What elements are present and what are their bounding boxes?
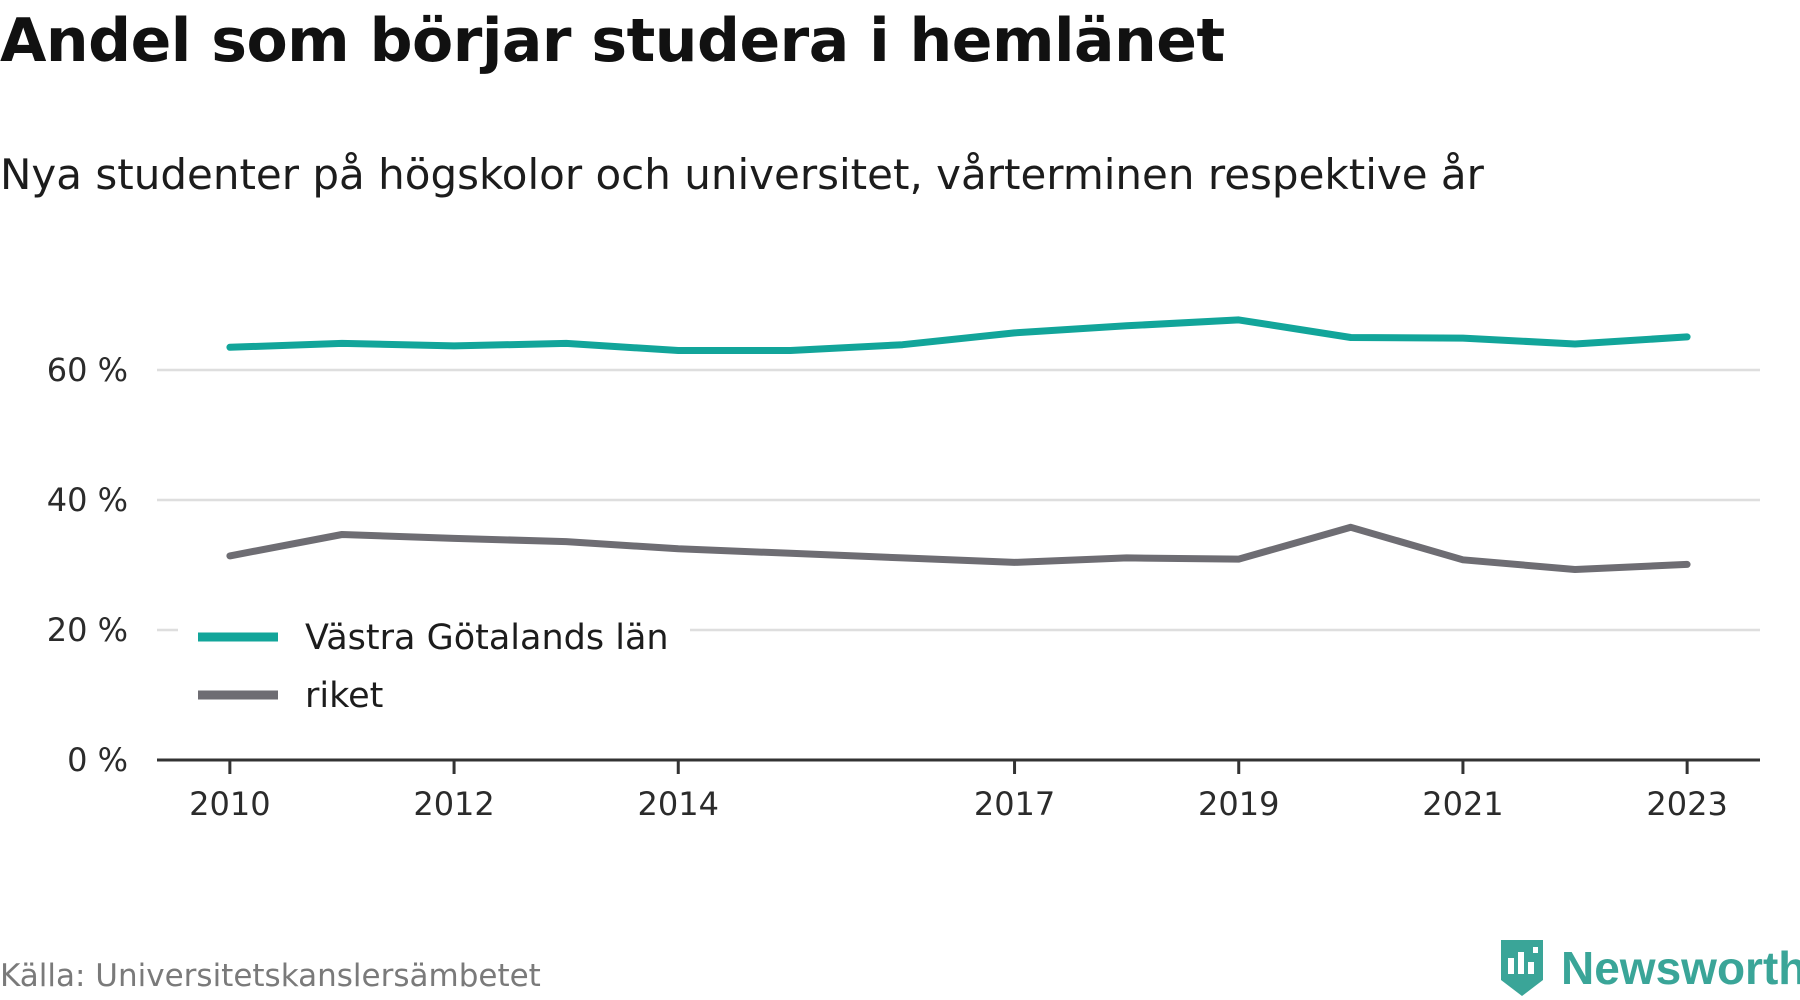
brand-logo: Newsworthy [1497,938,1800,998]
series-lines [226,316,1691,573]
x-tick-labels: 2010 2012 2014 2017 2019 2021 2023 [189,785,1728,823]
y-tick-labels: 0 % 20 % 40 % 60 % [47,351,128,779]
x-tick-label: 2014 [638,785,719,823]
x-tick-label: 2012 [413,785,494,823]
brand-name: Newsworthy [1561,942,1800,994]
x-tick-label: 2019 [1198,785,1279,823]
y-tick-label: 20 % [47,611,128,649]
x-tick-label: 2021 [1422,785,1503,823]
chart-subtitle: Nya studenter på högskolor och universit… [0,150,1484,199]
legend-background [178,600,690,725]
gridlines [157,368,1760,632]
x-tick-label: 2010 [189,785,270,823]
legend-label: riket [305,676,383,716]
source-note: Källa: Universitetskanslersämbetet [0,958,541,994]
newsworthy-logo-icon [1501,940,1543,996]
legend: Västra Götalands län riket [178,600,690,725]
y-tick-label: 40 % [47,481,128,519]
x-tick-label: 2017 [974,785,1055,823]
y-tick-label: 0 % [67,741,128,779]
y-tick-label: 60 % [47,351,128,389]
series-line-1 [226,523,1691,573]
series-line-0 [226,316,1691,354]
legend-label: Västra Götalands län [305,618,669,658]
chart-title: Andel som börjar studera i hemlänet [0,6,1225,76]
x-axis [157,758,1760,774]
x-tick-label: 2023 [1646,785,1727,823]
